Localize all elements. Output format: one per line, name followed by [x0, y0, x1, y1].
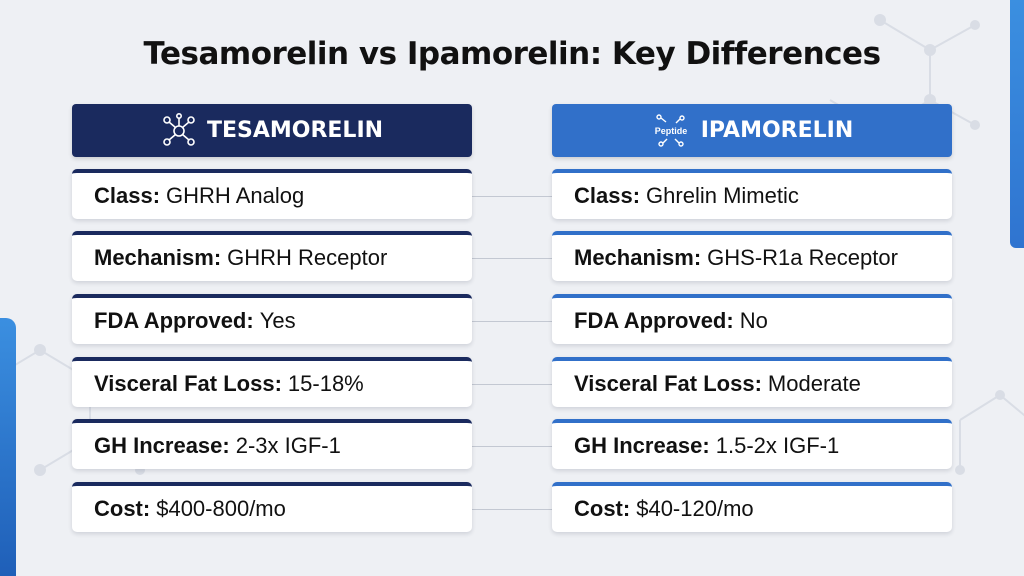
tesamorelin-class-row: Class: GHRH Analog	[72, 169, 472, 219]
row-value: 1.5-2x IGF-1	[715, 433, 840, 458]
row-value: GHRH Analog	[166, 183, 305, 208]
row-label: Class:	[94, 183, 161, 208]
ipamorelin-title: IPAMORELIN	[700, 118, 854, 143]
row-label: Visceral Fat Loss:	[94, 371, 282, 396]
row-connector	[472, 321, 552, 322]
tesamorelin-fda-row: FDA Approved: Yes	[72, 294, 472, 344]
tesamorelin-header: TESAMORELIN	[72, 104, 472, 157]
row-connector	[472, 446, 552, 447]
row-value: $40-120/mo	[636, 496, 754, 521]
row-value: 15-18%	[287, 371, 364, 396]
row-label: GH Increase:	[94, 433, 230, 458]
right-edge-accent	[1010, 0, 1024, 248]
row-label: Mechanism:	[574, 245, 702, 270]
row-value: Yes	[259, 308, 296, 333]
peptide-icon-text: Peptide	[654, 126, 687, 136]
row-connector	[472, 509, 552, 510]
tesamorelin-gh-row: GH Increase: 2-3x IGF-1	[72, 419, 472, 469]
ipamorelin-fat-loss-row: Visceral Fat Loss: Moderate	[552, 357, 952, 407]
tesamorelin-fat-loss-row: Visceral Fat Loss: 15-18%	[72, 357, 472, 407]
row-value: GHS-R1a Receptor	[707, 245, 898, 270]
row-label: Visceral Fat Loss:	[574, 371, 762, 396]
row-value: Ghrelin Mimetic	[646, 183, 799, 208]
row-label: Cost:	[94, 496, 151, 521]
molecule-icon	[161, 112, 197, 149]
left-edge-accent	[0, 318, 16, 576]
row-label: Class:	[574, 183, 641, 208]
ipamorelin-fda-row: FDA Approved: No	[552, 294, 952, 344]
row-connector	[472, 384, 552, 385]
row-connector	[472, 196, 552, 197]
page-title: Tesamorelin vs Ipamorelin: Key Differenc…	[143, 36, 881, 72]
tesamorelin-cost-row: Cost: $400-800/mo	[72, 482, 472, 532]
row-value: $400-800/mo	[156, 496, 286, 521]
tesamorelin-mechanism-row: Mechanism: GHRH Receptor	[72, 231, 472, 281]
row-value: Moderate	[767, 371, 861, 396]
ipamorelin-cost-row: Cost: $40-120/mo	[552, 482, 952, 532]
ipamorelin-class-row: Class: Ghrelin Mimetic	[552, 169, 952, 219]
tesamorelin-title: TESAMORELIN	[206, 118, 384, 143]
ipamorelin-mechanism-row: Mechanism: GHS-R1a Receptor	[552, 231, 952, 281]
row-connector	[472, 258, 552, 259]
row-label: FDA Approved:	[94, 308, 254, 333]
row-value: 2-3x IGF-1	[235, 433, 341, 458]
row-label: FDA Approved:	[574, 308, 734, 333]
row-label: Cost:	[574, 496, 631, 521]
ipamorelin-gh-row: GH Increase: 1.5-2x IGF-1	[552, 419, 952, 469]
row-label: GH Increase:	[574, 433, 710, 458]
row-value: GHRH Receptor	[227, 245, 388, 270]
ipamorelin-header: Peptide IPAMORELIN	[552, 104, 952, 157]
row-label: Mechanism:	[94, 245, 222, 270]
row-value: No	[739, 308, 768, 333]
peptide-icon: Peptide	[651, 111, 691, 151]
